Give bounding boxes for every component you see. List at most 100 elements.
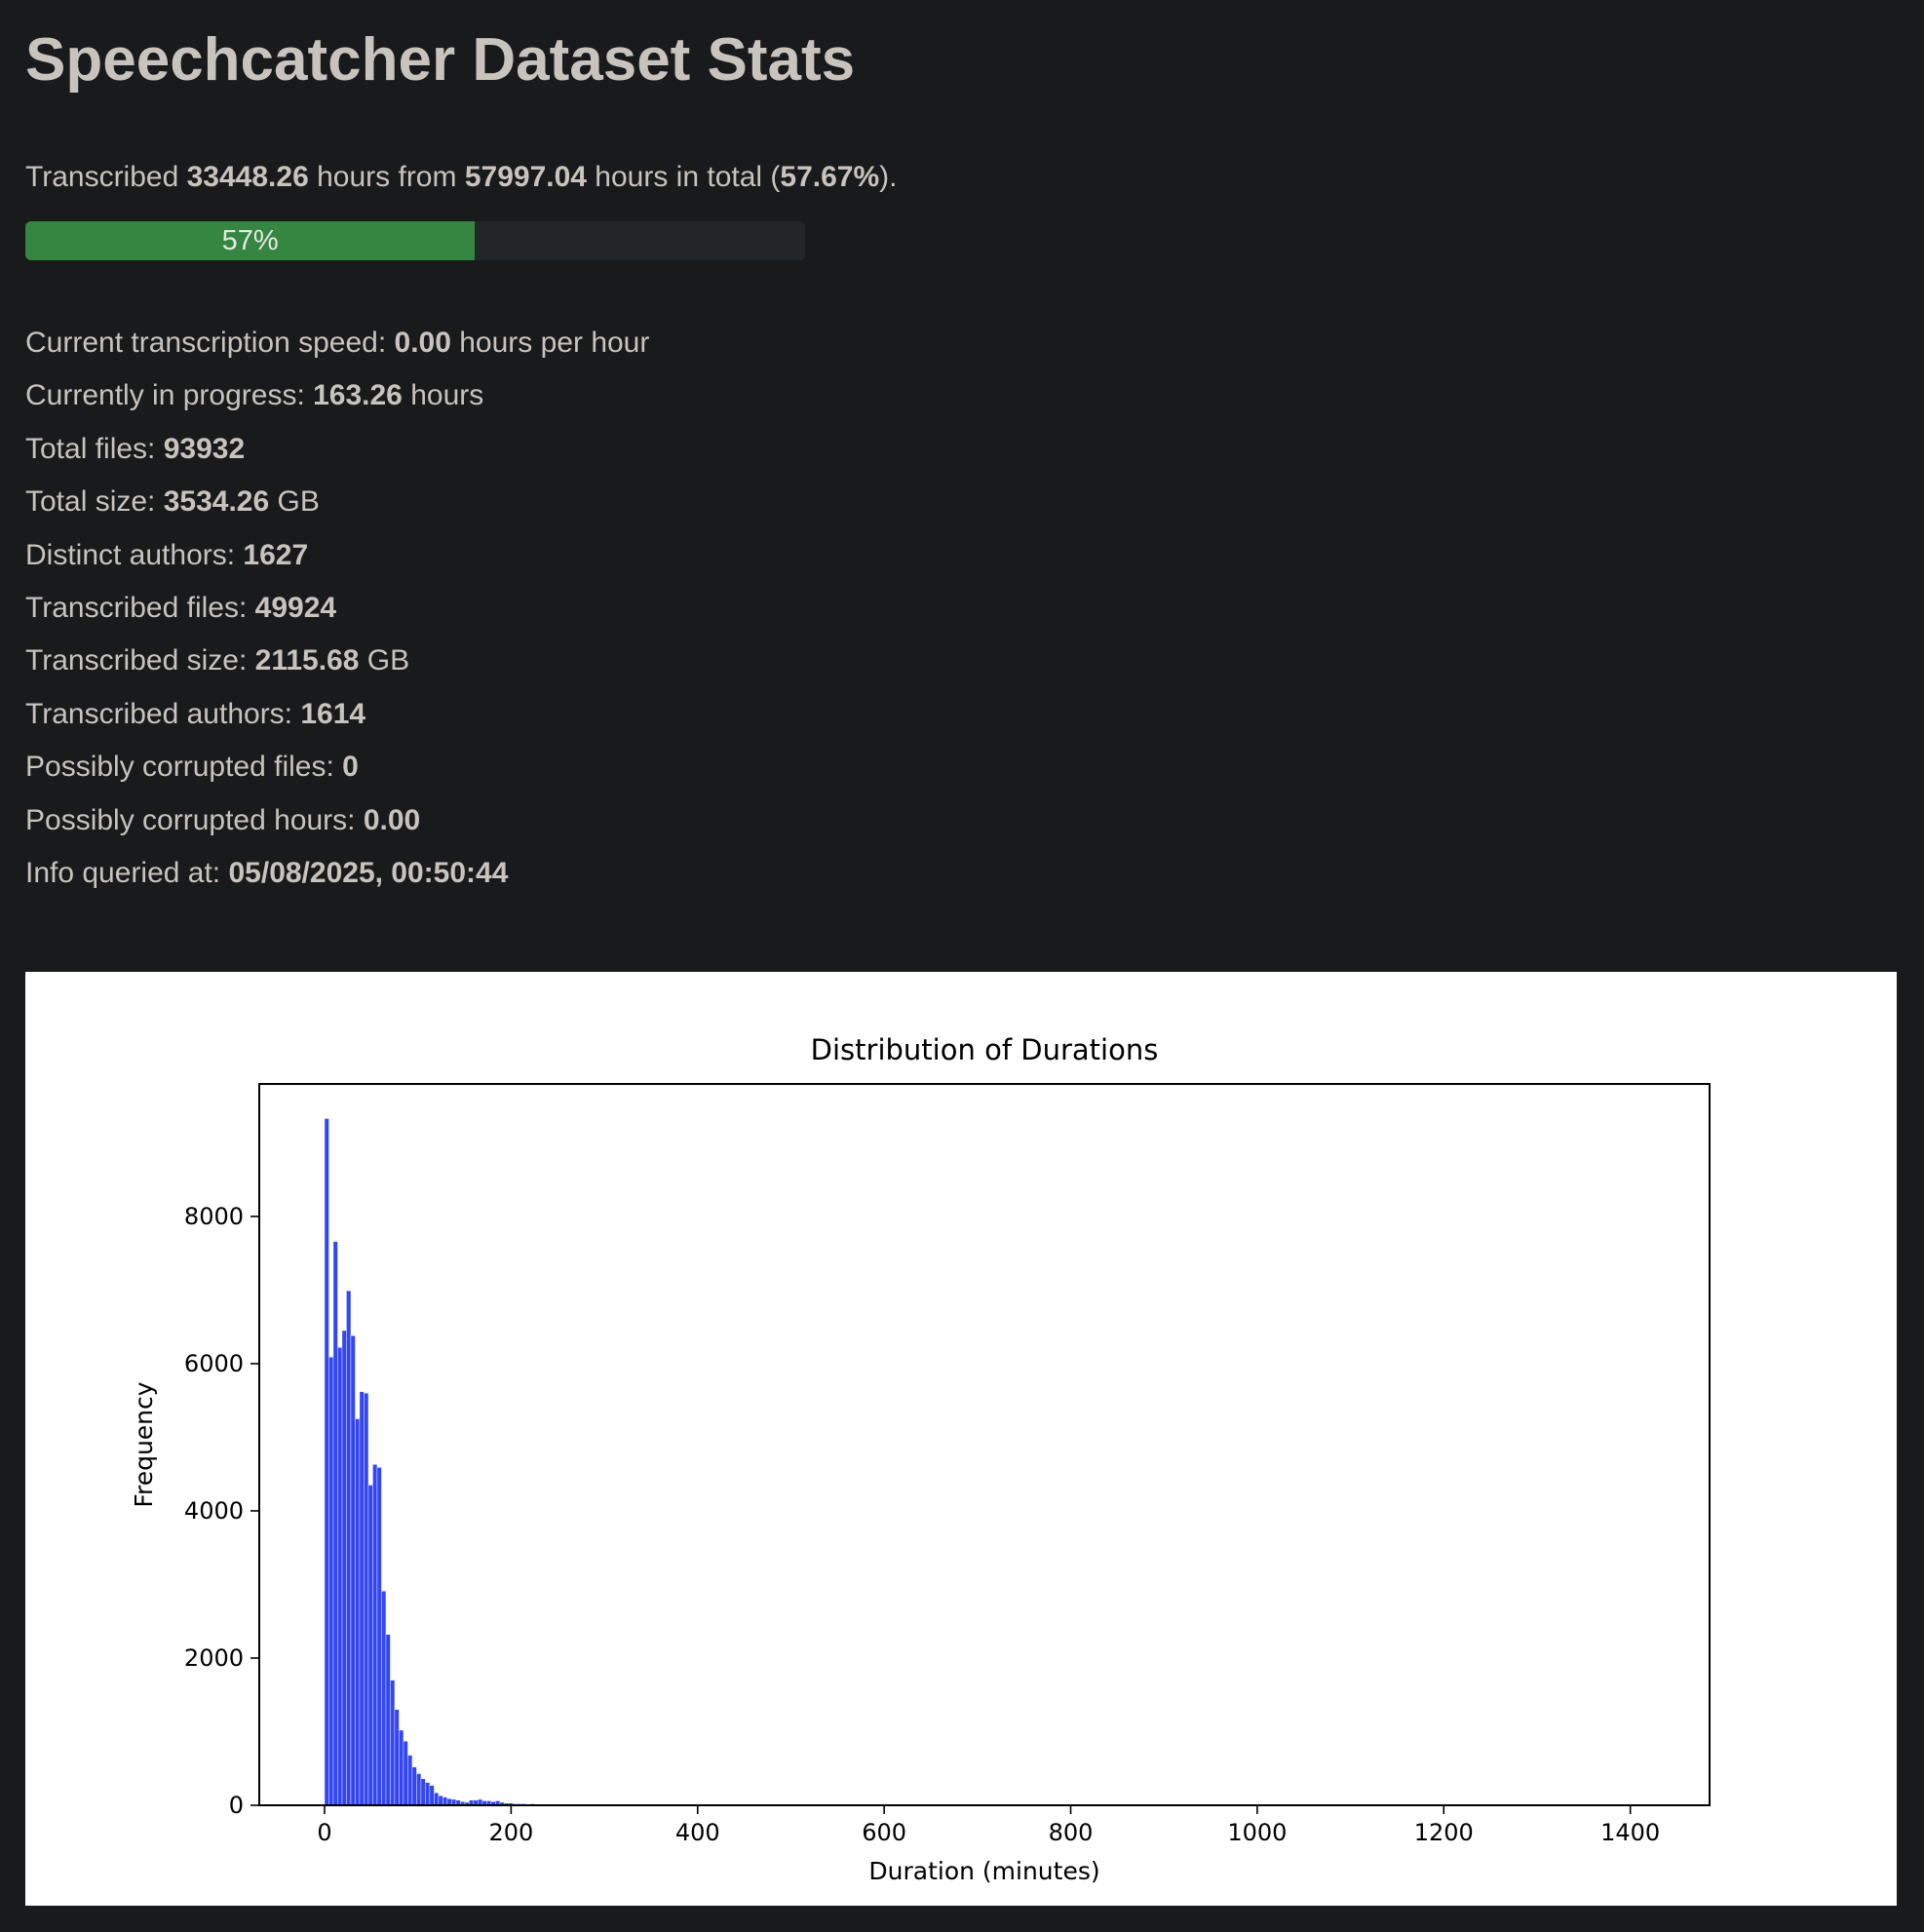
stat-corrupted-files: Possibly corrupted files: 0 <box>25 741 649 793</box>
histogram-bar <box>381 1591 387 1806</box>
stat-unit: hours per hour <box>450 327 650 359</box>
histogram-bar <box>434 1792 440 1806</box>
y-axis-label: Frequency <box>130 1381 158 1507</box>
stat-value: 2115.68 <box>254 644 360 677</box>
histogram-bar <box>346 1290 352 1806</box>
transcribed-hours-value: 33448.26 <box>186 161 309 193</box>
stat-label: Currently in progress: <box>25 379 314 412</box>
stat-label: Possibly corrupted hours: <box>25 803 364 836</box>
stat-value: 1614 <box>300 697 366 730</box>
stat-transcription-speed: Current transcription speed: 0.00 hours … <box>25 317 649 369</box>
x-tick-label: 0 <box>317 1819 331 1846</box>
stat-value: 1627 <box>243 538 309 571</box>
histogram-bars <box>324 1118 545 1806</box>
stat-label: Total files: <box>25 432 164 465</box>
histogram-bar <box>337 1347 343 1806</box>
stat-value: 49924 <box>254 592 337 625</box>
stat-label: Transcribed authors: <box>25 697 301 730</box>
stat-label: Transcribed files: <box>25 592 255 625</box>
stat-label: Distinct authors: <box>25 538 244 571</box>
page-title: Speechcatcher Dataset Stats <box>25 26 856 94</box>
stat-value: 0.00 <box>394 327 451 359</box>
x-tick-label: 200 <box>488 1819 533 1846</box>
histogram-bar <box>376 1467 382 1806</box>
y-tick-label: 4000 <box>184 1497 244 1525</box>
stat-unit: hours <box>402 379 484 412</box>
summary-suffix: ). <box>879 161 898 193</box>
stat-value: 0 <box>342 751 359 784</box>
duration-histogram: Distribution of Durations 0 200 400 600 800 1… <box>25 972 1897 1906</box>
histogram-bar <box>403 1741 408 1806</box>
y-tick-label: 8000 <box>184 1203 244 1230</box>
stat-value: 0.00 <box>363 803 421 836</box>
histogram-bar <box>328 1356 334 1806</box>
y-tick-label: 0 <box>229 1792 244 1819</box>
stats-list: Current transcription speed: 0.00 hours … <box>25 317 649 900</box>
stat-in-progress: Currently in progress: 163.26 hours <box>25 369 649 422</box>
transcribed-percent-value: 57.67% <box>780 161 880 193</box>
chart-title: Distribution of Durations <box>811 1033 1159 1066</box>
histogram-bar <box>420 1778 426 1806</box>
stat-total-files: Total files: 93932 <box>25 423 649 476</box>
stat-label: Total size: <box>25 485 164 519</box>
plot-frame <box>258 1083 1711 1806</box>
transcription-summary: Transcribed 33448.26 hours from 57997.04… <box>25 158 897 197</box>
x-tick-label: 800 <box>1049 1819 1094 1846</box>
progress-label: 57% <box>221 225 279 256</box>
histogram-bar <box>359 1391 365 1806</box>
x-axis: 0 200 400 600 800 1000 1200 1400 <box>317 1805 1660 1846</box>
stat-unit: GB <box>269 485 320 519</box>
x-axis-label: Duration (minutes) <box>868 1857 1099 1885</box>
x-tick-label: 600 <box>862 1819 906 1846</box>
stat-value: 163.26 <box>313 379 403 412</box>
histogram-bar <box>407 1755 413 1806</box>
histogram-bar <box>341 1330 347 1806</box>
histogram-bar <box>416 1773 422 1806</box>
histogram-bar <box>399 1729 404 1806</box>
summary-pct-open: hours in total ( <box>586 161 781 193</box>
stat-transcribed-authors: Transcribed authors: 1614 <box>25 688 649 741</box>
histogram-bar <box>438 1795 443 1806</box>
stat-transcribed-files: Transcribed files: 49924 <box>25 582 649 635</box>
total-hours-value: 57997.04 <box>464 161 587 193</box>
stat-label: Possibly corrupted files: <box>25 751 343 784</box>
summary-prefix: Transcribed <box>25 161 187 193</box>
histogram-bar <box>364 1392 369 1806</box>
stat-transcribed-size: Transcribed size: 2115.68 GB <box>25 635 649 687</box>
histogram-bar <box>390 1680 396 1806</box>
histogram-bar <box>394 1709 400 1806</box>
stat-distinct-authors: Distinct authors: 1627 <box>25 529 649 582</box>
histogram-svg: Distribution of Durations 0 200 400 600 800 1… <box>130 1033 1711 1885</box>
y-axis: 0 2000 4000 6000 8000 <box>184 1203 259 1819</box>
x-tick-label: 1000 <box>1227 1819 1287 1846</box>
stat-value: 3534.26 <box>163 485 270 519</box>
progress-bar: 57% <box>25 221 805 260</box>
histogram-bar <box>443 1797 448 1806</box>
y-tick-label: 6000 <box>184 1350 244 1377</box>
stat-value: 93932 <box>163 432 246 465</box>
stat-queried-at: Info queried at: 05/08/2025, 00:50:44 <box>25 847 649 900</box>
x-tick-label: 400 <box>675 1819 720 1846</box>
histogram-bar <box>355 1418 361 1806</box>
histogram-bar <box>429 1785 435 1806</box>
stat-label: Info queried at: <box>25 857 229 890</box>
stat-label: Current transcription speed: <box>25 327 395 359</box>
progress-fill: 57% <box>25 221 476 260</box>
stat-corrupted-hours: Possibly corrupted hours: 0.00 <box>25 794 649 847</box>
histogram-bar <box>367 1485 373 1806</box>
histogram-bar <box>332 1241 338 1806</box>
histogram-bar <box>411 1766 417 1806</box>
stat-value: 05/08/2025, 00:50:44 <box>228 857 509 890</box>
histogram-bar <box>350 1335 356 1806</box>
histogram-bar <box>372 1464 378 1806</box>
stat-label: Transcribed size: <box>25 644 255 677</box>
histogram-bar <box>385 1634 391 1806</box>
x-tick-label: 1400 <box>1600 1819 1660 1846</box>
histogram-bar <box>324 1118 329 1806</box>
x-tick-label: 1200 <box>1414 1819 1474 1846</box>
summary-middle: hours from <box>308 161 465 193</box>
stat-unit: GB <box>359 644 410 677</box>
histogram-bar <box>425 1782 431 1806</box>
stat-total-size: Total size: 3534.26 GB <box>25 476 649 528</box>
y-tick-label: 2000 <box>184 1644 244 1672</box>
